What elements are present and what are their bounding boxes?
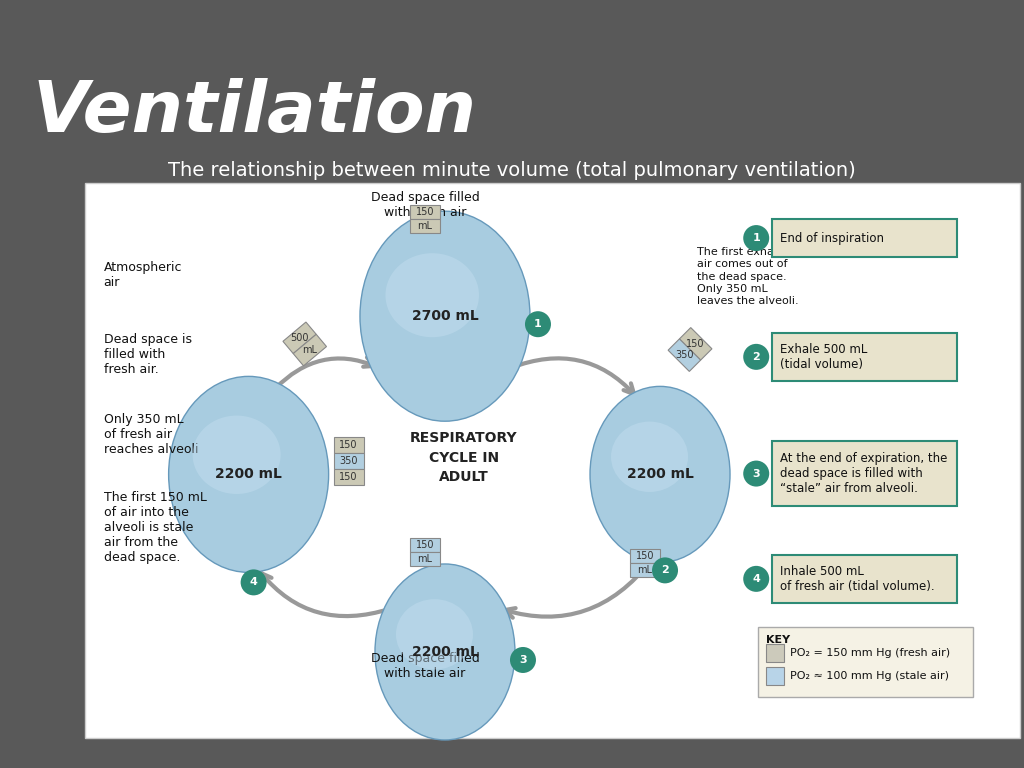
Ellipse shape xyxy=(590,386,730,562)
Text: 500: 500 xyxy=(291,333,309,343)
FancyBboxPatch shape xyxy=(772,441,957,506)
Text: Dead space filled
with stale air: Dead space filled with stale air xyxy=(371,652,479,680)
Text: 3: 3 xyxy=(519,655,526,665)
FancyBboxPatch shape xyxy=(758,627,973,697)
Ellipse shape xyxy=(241,569,266,595)
Text: Exhale 500 mL
(tidal volume): Exhale 500 mL (tidal volume) xyxy=(780,343,867,371)
Ellipse shape xyxy=(743,225,769,251)
Text: Ventilation: Ventilation xyxy=(32,78,476,147)
Text: mL: mL xyxy=(418,221,432,231)
FancyBboxPatch shape xyxy=(334,436,364,452)
Text: 1: 1 xyxy=(753,233,760,243)
Text: Only 350 mL
of fresh air
reaches alveoli: Only 350 mL of fresh air reaches alveoli xyxy=(103,413,199,456)
FancyBboxPatch shape xyxy=(668,339,700,372)
Text: PO₂ ≈ 100 mm Hg (stale air): PO₂ ≈ 100 mm Hg (stale air) xyxy=(791,671,949,681)
Text: 3: 3 xyxy=(753,468,760,478)
FancyBboxPatch shape xyxy=(772,554,957,603)
FancyBboxPatch shape xyxy=(679,328,712,360)
Text: 150: 150 xyxy=(339,472,357,482)
Text: Dead space is
filled with
fresh air.: Dead space is filled with fresh air. xyxy=(103,333,191,376)
Text: Atmospheric
air: Atmospheric air xyxy=(103,260,182,289)
FancyBboxPatch shape xyxy=(630,563,660,578)
FancyBboxPatch shape xyxy=(283,322,316,353)
Ellipse shape xyxy=(396,599,473,670)
Text: mL: mL xyxy=(638,565,652,575)
Ellipse shape xyxy=(611,422,688,492)
Text: RESPIRATORY
CYCLE IN
ADULT: RESPIRATORY CYCLE IN ADULT xyxy=(410,431,517,485)
FancyBboxPatch shape xyxy=(410,205,440,219)
Text: PO₂ = 150 mm Hg (fresh air): PO₂ = 150 mm Hg (fresh air) xyxy=(791,648,950,658)
Text: mL: mL xyxy=(418,554,432,564)
Text: 150: 150 xyxy=(416,207,434,217)
Text: 1: 1 xyxy=(535,319,542,329)
FancyBboxPatch shape xyxy=(410,219,440,233)
Text: End of inspiration: End of inspiration xyxy=(780,232,885,244)
Text: Dead space filled
with fresh air: Dead space filled with fresh air xyxy=(371,191,479,220)
FancyBboxPatch shape xyxy=(334,452,364,468)
Text: 2200 mL: 2200 mL xyxy=(627,468,693,482)
Text: The relationship between minute volume (total pulmonary ventilation)
and alveola: The relationship between minute volume (… xyxy=(168,161,856,207)
Ellipse shape xyxy=(743,566,769,592)
Ellipse shape xyxy=(525,311,551,337)
FancyBboxPatch shape xyxy=(410,552,440,566)
Text: 2: 2 xyxy=(662,565,669,575)
FancyBboxPatch shape xyxy=(772,219,957,257)
Ellipse shape xyxy=(360,211,530,421)
Text: 2: 2 xyxy=(753,352,760,362)
Ellipse shape xyxy=(743,461,769,487)
Text: mL: mL xyxy=(302,345,317,355)
Text: 2200 mL: 2200 mL xyxy=(412,645,478,659)
Text: Inhale 500 mL
of fresh air (tidal volume).: Inhale 500 mL of fresh air (tidal volume… xyxy=(780,564,935,593)
Text: 150: 150 xyxy=(339,439,357,449)
FancyBboxPatch shape xyxy=(766,644,784,662)
Ellipse shape xyxy=(510,647,536,673)
Text: KEY: KEY xyxy=(766,635,791,645)
FancyBboxPatch shape xyxy=(293,334,327,366)
Text: 4: 4 xyxy=(250,578,258,588)
FancyBboxPatch shape xyxy=(85,183,1020,738)
Text: The first 150 mL
of air into the
alveoli is stale
air from the
dead space.: The first 150 mL of air into the alveoli… xyxy=(103,491,207,564)
Text: 350: 350 xyxy=(675,350,693,360)
FancyBboxPatch shape xyxy=(410,538,440,552)
Ellipse shape xyxy=(385,253,479,337)
Text: At the end of expiration, the
dead space is filled with
“stale” air from alveoli: At the end of expiration, the dead space… xyxy=(780,452,947,495)
Text: 2700 mL: 2700 mL xyxy=(412,310,478,323)
FancyBboxPatch shape xyxy=(766,667,784,685)
FancyBboxPatch shape xyxy=(772,333,957,381)
Text: The first exhaled
air comes out of
the dead space.
Only 350 mL
leaves the alveol: The first exhaled air comes out of the d… xyxy=(697,247,799,306)
Ellipse shape xyxy=(652,558,678,584)
Text: 4: 4 xyxy=(753,574,760,584)
FancyBboxPatch shape xyxy=(630,549,660,563)
Text: 2200 mL: 2200 mL xyxy=(215,468,282,482)
FancyBboxPatch shape xyxy=(334,468,364,485)
Text: 150: 150 xyxy=(416,540,434,550)
Ellipse shape xyxy=(193,415,281,494)
Ellipse shape xyxy=(375,564,515,740)
Ellipse shape xyxy=(743,344,769,370)
Text: 150: 150 xyxy=(686,339,705,349)
Text: 350: 350 xyxy=(339,455,357,465)
Text: 150: 150 xyxy=(636,551,654,561)
Ellipse shape xyxy=(169,376,329,572)
